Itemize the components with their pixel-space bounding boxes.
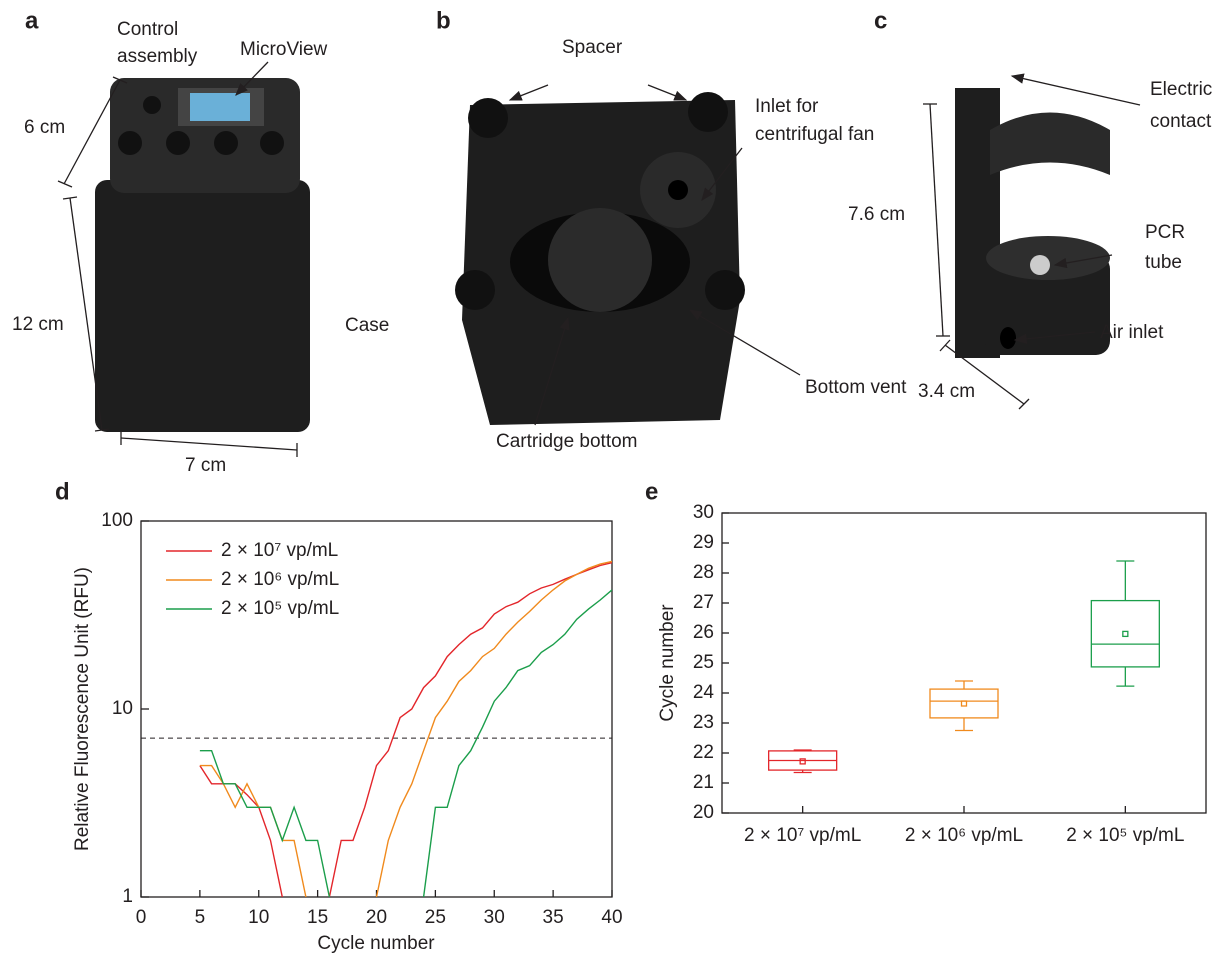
box — [929, 688, 999, 719]
label: MicroView — [240, 39, 328, 60]
panel-letter: b — [436, 7, 451, 34]
label: 12 cm — [12, 314, 64, 335]
legend-label: 2 × 10⁵ vp/mL — [221, 598, 339, 619]
y-tick-label: 25 — [693, 652, 714, 673]
label: centrifugal fan — [755, 124, 874, 145]
label: Case — [345, 315, 389, 336]
plot-frame — [140, 520, 613, 898]
x-tick-label: 40 — [601, 907, 622, 928]
label: 6 cm — [24, 117, 65, 138]
plot-frame — [721, 512, 1207, 814]
x-tick-label: 2 × 10⁶ vp/mL — [905, 825, 1023, 846]
series-line — [199, 560, 612, 897]
y-tick-label: 23 — [693, 712, 714, 733]
x-tick-label: 10 — [248, 907, 269, 928]
y-tick-label: 20 — [693, 802, 714, 823]
label: Cartridge bottom — [496, 431, 638, 452]
photo-c — [923, 73, 1141, 410]
x-tick-label: 20 — [366, 907, 387, 928]
mean — [799, 758, 806, 765]
x-tick-label: 2 × 10⁷ vp/mL — [744, 825, 861, 846]
panel-letter: a — [25, 7, 39, 34]
label: Bottom vent — [805, 377, 907, 398]
y-tick-label: 100 — [101, 510, 133, 531]
y-tick-label: 30 — [693, 502, 714, 523]
y-tick-label: 22 — [693, 742, 714, 763]
y-tick-label: 24 — [693, 682, 715, 703]
x-axis-label: Cycle number — [317, 933, 435, 954]
legend-label: 2 × 10⁶ vp/mL — [221, 569, 339, 590]
x-tick-label: 15 — [307, 907, 328, 928]
x-tick-label: 2 × 10⁵ vp/mL — [1066, 825, 1184, 846]
label: Control — [117, 19, 178, 40]
label: Spacer — [562, 37, 623, 58]
y-tick-label: 26 — [693, 622, 714, 643]
panel-letter: e — [645, 478, 658, 505]
mean — [1122, 630, 1129, 638]
photo-a — [57, 61, 310, 457]
x-tick-label: 0 — [136, 907, 147, 928]
label: PCR — [1145, 222, 1185, 243]
panel-letter: c — [874, 7, 887, 34]
label: 7.6 cm — [848, 204, 905, 225]
label: tube — [1145, 252, 1182, 273]
x-tick-label: 30 — [484, 907, 505, 928]
y-axis-label: Relative Fluorescence Unit (RFU) — [72, 567, 93, 851]
label: 3.4 cm — [918, 381, 975, 402]
photo-b — [455, 84, 801, 426]
y-tick-label: 27 — [693, 592, 714, 613]
label: Inlet for — [755, 96, 819, 117]
box — [1090, 599, 1160, 668]
panel-letter: d — [55, 478, 70, 505]
y-tick-label: 29 — [693, 532, 714, 553]
series-line — [199, 589, 612, 897]
label: assembly — [117, 46, 198, 67]
label: Air inlet — [1100, 322, 1164, 343]
y-tick-label: 21 — [693, 772, 714, 793]
x-tick-label: 35 — [543, 907, 564, 928]
y-tick-label: 28 — [693, 562, 714, 583]
y-axis-label: Cycle number — [657, 604, 678, 722]
legend-label: 2 × 10⁷ vp/mL — [221, 540, 338, 561]
label: 7 cm — [185, 455, 226, 476]
x-tick-label: 5 — [195, 907, 206, 928]
y-tick-label: 10 — [112, 698, 133, 719]
mean — [960, 700, 968, 707]
label: Electric — [1150, 79, 1212, 100]
x-tick-label: 25 — [425, 907, 446, 928]
label: contact — [1150, 111, 1212, 132]
series-line — [199, 562, 612, 897]
y-tick-label: 1 — [122, 886, 133, 907]
